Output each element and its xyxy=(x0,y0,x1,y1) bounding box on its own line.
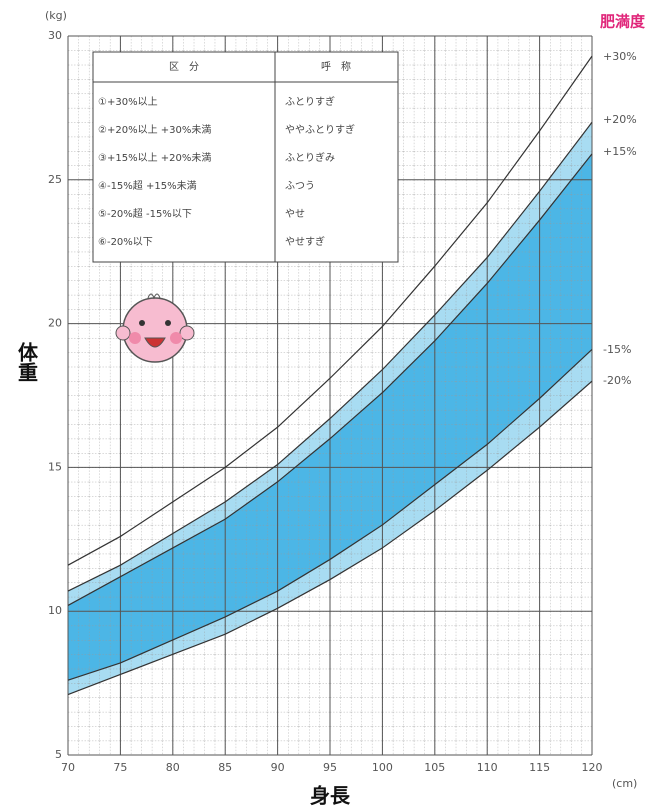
curve xyxy=(67,349,593,681)
x-tick-label: 115 xyxy=(529,761,550,774)
table-header: 区 分 xyxy=(169,61,199,73)
x-tick-label: 110 xyxy=(477,761,498,774)
table-cell: ⑥-20%以下 xyxy=(98,237,153,248)
x-tick-label: 105 xyxy=(424,761,445,774)
table-cell: ふとりすぎ xyxy=(285,95,335,108)
y-tick-label: 25 xyxy=(48,173,62,186)
curve xyxy=(67,153,593,606)
table-cell: ③+15%以上 +20%未満 xyxy=(98,152,211,164)
y-tick-label: 20 xyxy=(48,317,62,330)
x-tick-label: 120 xyxy=(582,761,603,774)
curve-label: -15% xyxy=(603,343,631,356)
x-axis-label: 身長 xyxy=(310,784,351,808)
x-tick-label: 85 xyxy=(218,761,232,774)
y-tick-label: 10 xyxy=(48,604,62,617)
curve xyxy=(67,121,593,592)
table-cell: ふとりぎみ xyxy=(285,151,335,164)
table-cell: ふつう xyxy=(285,180,315,192)
x-tick-label: 75 xyxy=(113,761,127,774)
legend-table: 区 分 呼 称 ①+30%以上 ふとりすぎ ②+20%以上 +30%未満 ややふとりすぎ ③… xyxy=(92,51,399,263)
x-tick-label: 95 xyxy=(323,761,337,774)
baby-face xyxy=(115,293,195,363)
chart-title: 肥満度 xyxy=(600,13,646,31)
y-unit: (kg) xyxy=(45,9,67,22)
y-tick-label: 30 xyxy=(48,29,62,42)
curve-label: -20% xyxy=(603,374,631,387)
table-cell: ④-15%超 +15%未満 xyxy=(98,179,197,192)
curve xyxy=(67,55,593,566)
y-tick-label: 5 xyxy=(55,748,62,761)
x-tick-label: 90 xyxy=(271,761,285,774)
x-tick-label: 80 xyxy=(166,761,180,774)
table-header: 呼 称 xyxy=(321,60,351,73)
table-cell: ややふとりすぎ xyxy=(285,123,355,136)
x-tick-label: 70 xyxy=(61,761,75,774)
table-cell: やせ xyxy=(285,208,305,220)
table-cell: ①+30%以上 xyxy=(98,96,158,108)
y-tick-label: 15 xyxy=(48,460,62,473)
x-unit: (cm) xyxy=(612,777,637,790)
table-cell: やせすぎ xyxy=(285,235,325,248)
x-tick-label: 100 xyxy=(372,761,393,774)
curve-label: +30% xyxy=(603,50,637,63)
table-cell: ②+20%以上 +30%未満 xyxy=(98,124,211,136)
curve-label: +15% xyxy=(603,145,637,158)
table-cell: ⑤-20%超 -15%以下 xyxy=(98,207,192,220)
table-box xyxy=(92,51,399,263)
curve xyxy=(67,380,593,696)
y-axis-label: 体重 xyxy=(15,341,39,382)
curve-label: +20% xyxy=(603,113,637,126)
